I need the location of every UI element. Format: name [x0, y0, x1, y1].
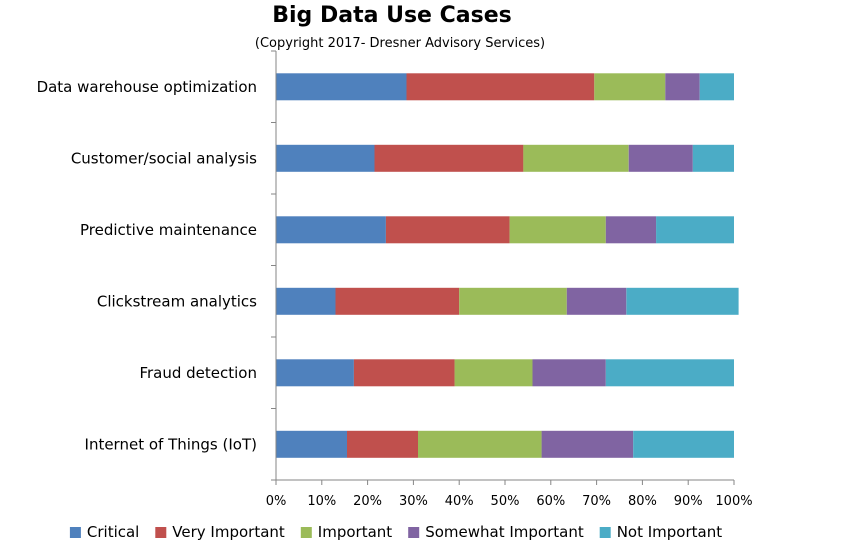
- legend-swatch: [599, 527, 611, 538]
- bar-segment: [509, 216, 606, 244]
- bar-segment: [276, 144, 375, 172]
- bar-segment: [699, 73, 734, 101]
- bar-segment: [459, 287, 567, 315]
- legend: Critical Very Important Important Somewhat …: [69, 523, 723, 541]
- x-tick-label: 50%: [491, 494, 520, 509]
- bar-segment: [276, 216, 386, 244]
- legend-item: Somewhat Important: [408, 523, 584, 541]
- bar-segment: [276, 73, 407, 101]
- bar-segment: [385, 216, 510, 244]
- bar-segment: [665, 73, 700, 101]
- bar-segment: [406, 73, 595, 101]
- category-label: Internet of Things (IoT): [85, 435, 257, 453]
- bar-segment: [541, 430, 634, 458]
- category-label: Fraud detection: [139, 364, 257, 382]
- x-tick-label: 10%: [307, 494, 336, 509]
- category-label: Predictive maintenance: [80, 221, 257, 239]
- bar-segment: [276, 287, 336, 315]
- legend-item: Critical: [69, 523, 139, 541]
- plot-area: Data warehouse optimization Customer/soci…: [37, 50, 753, 509]
- bar-segment: [523, 144, 629, 172]
- bar-segment: [605, 359, 734, 387]
- bar-segment: [633, 430, 734, 458]
- bar-segment: [605, 216, 657, 244]
- x-tick-label: 100%: [715, 494, 752, 509]
- bar-segment: [594, 73, 666, 101]
- legend-item: Not Important: [599, 523, 723, 541]
- category-label: Data warehouse optimization: [37, 78, 257, 96]
- x-tick-label: 70%: [582, 494, 611, 509]
- bar-segment: [692, 144, 734, 172]
- bar-segment: [347, 430, 418, 458]
- chart-subtitle: (Copyright 2017- Dresner Advisory Servic…: [255, 36, 545, 51]
- legend-swatch: [408, 527, 420, 538]
- bar-segment: [335, 287, 460, 315]
- x-tick-label: 60%: [536, 494, 565, 509]
- legend-label: Very Important: [172, 523, 285, 541]
- legend-label: Important: [318, 523, 392, 541]
- legend-label: Critical: [87, 523, 139, 541]
- category-label: Clickstream analytics: [97, 292, 257, 310]
- legend-label: Somewhat Important: [425, 523, 584, 541]
- bar-segment: [276, 359, 354, 387]
- legend-swatch: [69, 527, 81, 538]
- bar-segment: [656, 216, 734, 244]
- chart-title: Big Data Use Cases: [272, 3, 512, 28]
- bar-segment: [418, 430, 542, 458]
- legend-swatch: [300, 527, 312, 538]
- category-label: Customer/social analysis: [71, 149, 257, 167]
- bar-segment: [454, 359, 533, 387]
- bar-segment: [566, 287, 627, 315]
- bar-segment: [628, 144, 693, 172]
- legend-item: Very Important: [155, 523, 285, 541]
- x-tick-label: 20%: [353, 494, 382, 509]
- x-tick-label: 0%: [266, 494, 287, 509]
- bar-segment: [353, 359, 455, 387]
- bar-segment: [532, 359, 606, 387]
- legend-item: Important: [300, 523, 392, 541]
- bar-segment: [374, 144, 524, 172]
- bar-segment: [626, 287, 739, 315]
- x-tick-label: 90%: [674, 494, 703, 509]
- x-tick-label: 40%: [445, 494, 474, 509]
- x-tick-label: 80%: [628, 494, 657, 509]
- bar-segment: [276, 430, 347, 458]
- legend-swatch: [155, 527, 167, 538]
- x-tick-label: 30%: [399, 494, 428, 509]
- legend-label: Not Important: [617, 523, 723, 541]
